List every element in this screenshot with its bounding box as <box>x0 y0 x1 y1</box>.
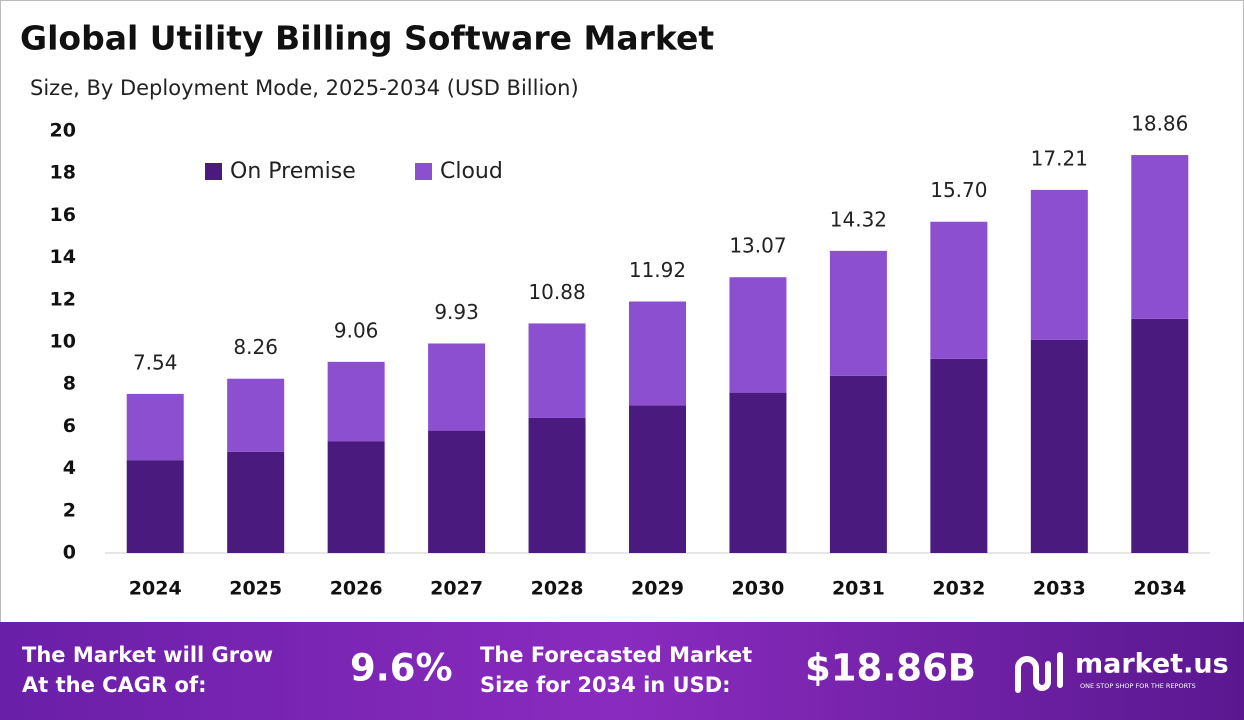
total-label: 10.88 <box>528 280 585 304</box>
total-label: 9.06 <box>334 318 379 342</box>
legend-label: On Premise <box>230 159 356 184</box>
legend-swatch <box>415 163 432 180</box>
y-tick-label: 0 <box>63 542 76 564</box>
footer-text: Size for 2034 in USD: <box>480 673 731 697</box>
bar-segment <box>930 358 988 553</box>
legend-swatch <box>205 163 222 180</box>
bar-segment <box>1030 189 1088 340</box>
total-label: 13.07 <box>729 234 786 258</box>
bar-segment <box>729 277 787 393</box>
chart-title: Global Utility Billing Software Market <box>20 19 714 58</box>
x-tick-label: 2030 <box>732 578 785 600</box>
x-tick-label: 2025 <box>229 578 282 600</box>
total-label: 17.21 <box>1031 146 1088 170</box>
bar-segment <box>227 378 285 452</box>
bar-segment <box>1030 339 1088 553</box>
x-tick-label: 2032 <box>932 578 985 600</box>
bar-segment <box>629 405 686 553</box>
x-tick-label: 2033 <box>1033 578 1086 600</box>
bar-segment <box>327 361 385 442</box>
bar-segment <box>528 323 586 418</box>
y-tick-label: 18 <box>50 162 76 184</box>
y-tick-label: 10 <box>50 331 76 353</box>
bar-segment <box>829 375 887 553</box>
bar-segment <box>1131 155 1189 319</box>
y-tick-label: 8 <box>63 373 76 395</box>
total-label: 9.93 <box>434 300 479 324</box>
x-tick-label: 2028 <box>531 578 584 600</box>
footer: The Market will Grow At the CAGR of: 9.6… <box>22 643 1229 697</box>
bar-segment <box>227 451 285 553</box>
bar-segment <box>428 430 486 553</box>
bar-segment <box>528 417 586 553</box>
total-label: 7.54 <box>133 350 178 374</box>
y-tick-label: 12 <box>50 288 76 310</box>
chart-subtitle: Size, By Deployment Mode, 2025-2034 (USD… <box>30 76 579 100</box>
footer-text: The Market will Grow <box>22 643 273 667</box>
y-tick-label: 4 <box>63 457 76 479</box>
footer-text: The Forecasted Market <box>480 643 752 667</box>
x-tick-label: 2024 <box>129 578 182 600</box>
y-tick-label: 16 <box>50 204 76 226</box>
y-tick-label: 6 <box>63 415 76 437</box>
total-label: 18.86 <box>1131 112 1188 136</box>
footer-value: 9.6% <box>350 647 453 690</box>
x-tick-label: 2031 <box>832 578 885 600</box>
footer-text: At the CAGR of: <box>22 673 207 697</box>
brand-logo <box>1015 652 1063 693</box>
brand: market.us <box>1075 649 1229 680</box>
total-label: 15.70 <box>930 178 987 202</box>
y-tick-label: 14 <box>50 246 76 268</box>
total-label: 14.32 <box>830 207 887 231</box>
bar-segment <box>829 250 887 376</box>
y-tick-label: 2 <box>63 499 76 521</box>
x-tick-label: 2029 <box>631 578 684 600</box>
legend-label: Cloud <box>440 159 503 184</box>
bar-segment <box>428 343 486 431</box>
bar-segment <box>1131 318 1189 553</box>
bar-segment <box>327 441 385 553</box>
x-tick-label: 2027 <box>430 578 483 600</box>
bar-segment <box>930 221 988 359</box>
bar-segment <box>126 460 184 553</box>
x-tick-label: 2034 <box>1133 578 1186 600</box>
total-label: 11.92 <box>629 258 686 282</box>
brand-tagline: ONE STOP SHOP FOR THE REPORTS <box>1080 682 1196 690</box>
x-tick-label: 2026 <box>330 578 383 600</box>
bar-segment <box>729 392 787 553</box>
bar-segment <box>629 301 686 406</box>
total-label: 8.26 <box>233 335 278 359</box>
footer-value: $18.86B <box>805 647 976 690</box>
bar-segment <box>126 393 184 461</box>
y-tick-label: 20 <box>50 120 76 142</box>
